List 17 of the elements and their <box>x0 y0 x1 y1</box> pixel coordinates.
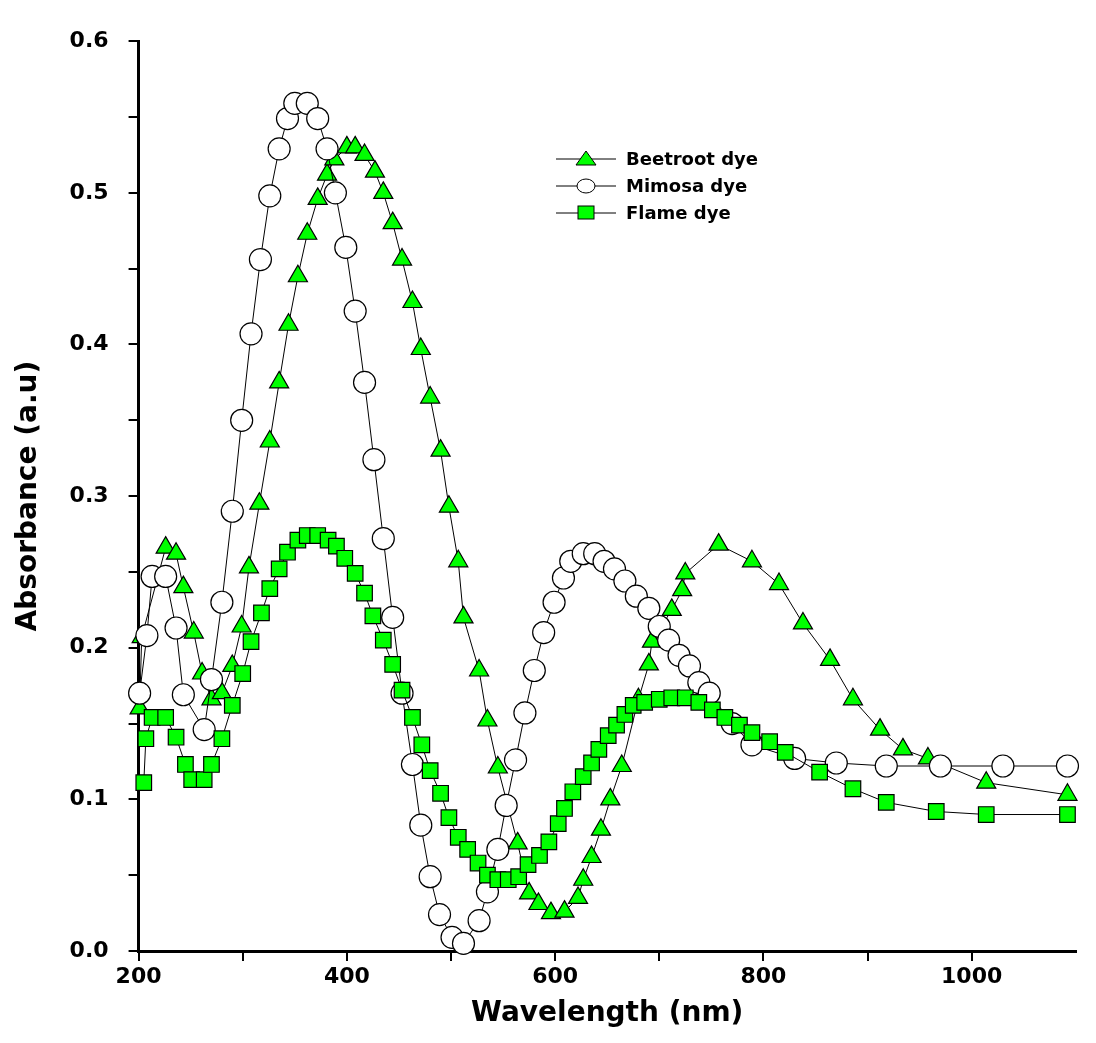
x-tick-label: 200 <box>115 962 162 988</box>
x-axis-title: Wavelength (nm) <box>471 995 744 1029</box>
legend-label: Mimosa dye <box>626 175 748 196</box>
y-tick-label: 0.1 <box>69 785 109 811</box>
legend-label: Flame dye <box>626 202 731 223</box>
y-tick-label: 0.6 <box>69 26 109 52</box>
legend-label: Beetroot dye <box>626 148 759 169</box>
x-tick-label: 800 <box>740 962 787 988</box>
y-tick-label: 0.2 <box>69 633 109 659</box>
y-tick-label: 0.5 <box>69 178 109 204</box>
x-tick-label: 400 <box>323 962 370 988</box>
y-tick-label: 0.3 <box>69 481 109 507</box>
y-tick-label: 0.0 <box>69 936 109 962</box>
y-axis-title: Absorbance (a.u) <box>10 360 44 632</box>
x-tick-label: 600 <box>532 962 579 988</box>
x-tick-label: 1000 <box>941 962 1003 988</box>
y-tick-label: 0.4 <box>69 330 109 356</box>
